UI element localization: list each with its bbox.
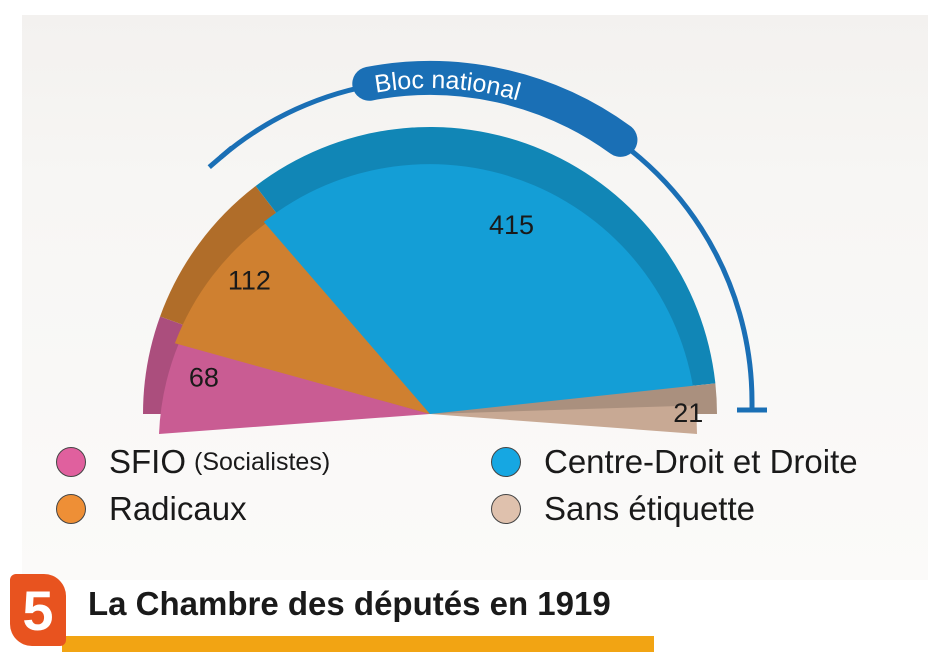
legend-label-sans-etiquette: Sans étiquette: [544, 490, 755, 527]
legend-swatch-radicaux: [56, 494, 86, 524]
legend-swatch-centre-droit: [491, 447, 521, 477]
slice-sans-tiquette: [430, 405, 697, 434]
legend-swatch-sfio: [56, 447, 86, 477]
bloc-national-label-pill: [352, 61, 638, 157]
figure-number-badge: 5: [10, 574, 66, 646]
value-label-centre-droit-et-droite: 415: [489, 210, 534, 240]
legend-label-radicaux: Radicaux: [109, 490, 247, 527]
legend-label-sfio: SFIO: [109, 443, 187, 480]
legend-sublabel-sfio: (Socialistes): [194, 447, 331, 476]
legend-swatch-sans-etiquette: [491, 494, 521, 524]
legend-item-radicaux: Radicaux: [56, 490, 247, 528]
hemicycle-slices: [143, 126, 717, 434]
title-underline: [62, 636, 654, 652]
legend-item-sans-etiquette: Sans étiquette: [491, 490, 755, 528]
legend-label-centre-droit: Centre-Droit et Droite: [544, 443, 858, 480]
slice-rim-sans-tiquette: [430, 383, 717, 414]
value-label-sfio: 68: [189, 362, 219, 392]
chart-title: La Chambre des députés en 1919: [88, 585, 611, 622]
bracket-start-tick: [207, 145, 234, 169]
legend-item-sfio: SFIO (Socialistes): [56, 443, 330, 481]
legend-item-centre-droit: Centre-Droit et Droite: [491, 443, 858, 481]
slice-centre-droit-et-droite: [263, 164, 696, 414]
value-label-radicaux: 112: [228, 266, 271, 296]
value-label-sans-tiquette: 21: [673, 398, 703, 428]
slice-radicaux: [174, 221, 430, 414]
slice-sfio: [159, 343, 430, 434]
